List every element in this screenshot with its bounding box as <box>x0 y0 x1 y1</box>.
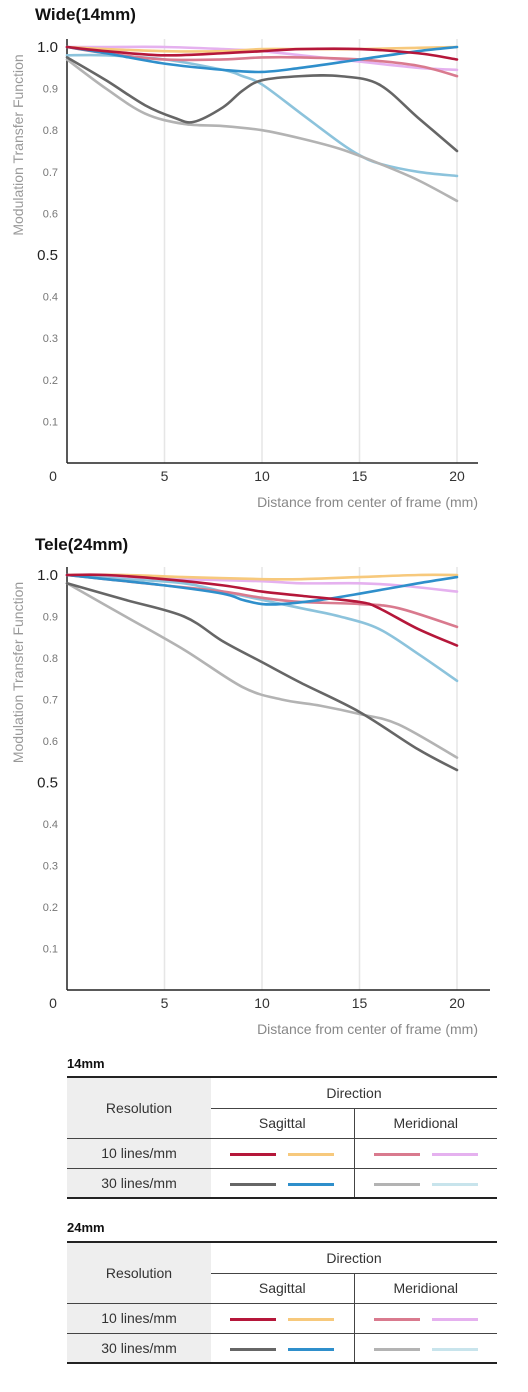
series-line-mer30 <box>65 58 459 203</box>
y-tick-label: 0.3 <box>43 861 58 873</box>
x-tick-label: 5 <box>161 468 169 484</box>
series-line-sag10 <box>65 573 459 647</box>
meridional-swatches-30 <box>353 1332 497 1364</box>
swatch <box>288 1152 335 1156</box>
direction-header: Direction <box>211 1076 497 1108</box>
direction-header: Direction <box>211 1241 497 1273</box>
x-tick-label: 15 <box>352 468 368 484</box>
y-axis-label: Modulation Transfer Function <box>10 582 26 763</box>
meridional-swatches-10 <box>353 1137 497 1168</box>
sagittal-swatches-30 <box>211 1167 354 1199</box>
y-tick-label: 0.2 <box>43 375 58 387</box>
swatch <box>230 1152 277 1156</box>
meridional-swatches-10 <box>353 1302 497 1333</box>
grid <box>163 39 458 463</box>
y-tick-label: 1.0 <box>37 567 58 584</box>
swatch <box>288 1347 335 1351</box>
y-tick-label: 1.0 <box>37 39 58 56</box>
y-tick-label: 0.6 <box>43 208 58 220</box>
swatch <box>373 1182 420 1186</box>
series-line-mer30 <box>65 582 459 759</box>
chart-title: Wide(14mm) <box>35 5 136 24</box>
x-tick-label: 20 <box>449 468 465 484</box>
row-label-30: 30 lines/mm <box>67 1332 211 1364</box>
series-line-sag30 <box>65 582 459 772</box>
y-tick-label: 0.7 <box>43 695 58 707</box>
x-tick-label: 0 <box>49 468 57 484</box>
series-line-sag30b <box>65 45 459 74</box>
row-label-10: 10 lines/mm <box>67 1302 211 1333</box>
y-tick-label: 0.3 <box>43 333 58 345</box>
x-tick-label: 15 <box>352 995 368 1011</box>
meridional-swatches-30 <box>353 1167 497 1199</box>
sagittal-swatches-10 <box>211 1137 354 1168</box>
chart-wide-14mm: Wide(14mm) 1.0 0.9 0.8 0.7 0.6 0.5 0.4 0.3 0.2 0.… <box>0 0 528 520</box>
series-line-sag10b <box>65 45 459 53</box>
swatch <box>373 1317 420 1321</box>
legend-title: 24mm <box>67 1220 105 1235</box>
sagittal-header: Sagittal <box>211 1272 354 1303</box>
y-tick-label: 0.9 <box>43 612 58 624</box>
swatch <box>431 1152 478 1156</box>
legend-table: Resolution Direction Sagittal Meridional… <box>67 1241 497 1364</box>
series-line-sag30b <box>65 573 459 606</box>
y-tick-label: 0.4 <box>43 819 58 831</box>
x-tick-label: 10 <box>254 468 270 484</box>
swatch <box>230 1182 277 1186</box>
y-tick-label: 0.9 <box>43 84 58 96</box>
mtf-chart-wide: 1.0 0.9 0.8 0.7 0.6 0.5 0.4 0.3 0.2 0.1 0 5 10 15 20 Di… <box>10 39 478 510</box>
swatch <box>373 1152 420 1156</box>
series-line-sag10 <box>65 45 459 61</box>
y-tick-label: 0.6 <box>43 736 58 748</box>
legend-table: Resolution Direction Sagittal Meridional… <box>67 1076 497 1199</box>
row-label-10: 10 lines/mm <box>67 1137 211 1168</box>
y-tick-label: 0.8 <box>43 653 58 665</box>
y-tick-label: 0.5 <box>37 247 58 264</box>
y-tick-label: 0.1 <box>43 416 58 428</box>
resolution-header: Resolution <box>67 1241 211 1303</box>
swatch <box>230 1317 277 1321</box>
y-tick-label: 0.5 <box>37 775 58 792</box>
series-line-sag30 <box>65 56 459 153</box>
x-tick-label: 0 <box>49 995 57 1011</box>
resolution-header: Resolution <box>67 1076 211 1138</box>
swatch <box>230 1347 277 1351</box>
legend-14mm: 14mm Resolution Direction Sagittal Merid… <box>67 1056 497 1216</box>
swatch <box>373 1347 420 1351</box>
row-label-30: 30 lines/mm <box>67 1167 211 1199</box>
y-tick-label: 0.8 <box>43 125 58 137</box>
sagittal-header: Sagittal <box>211 1107 354 1138</box>
x-tick-label: 10 <box>254 995 270 1011</box>
x-tick-label: 20 <box>449 995 465 1011</box>
y-tick-label: 0.2 <box>43 902 58 914</box>
chart-title: Tele(24mm) <box>35 535 129 554</box>
series-line-sag10b <box>65 573 459 581</box>
swatch <box>431 1347 478 1351</box>
sagittal-swatches-10 <box>211 1302 354 1333</box>
y-tick-label: 0.4 <box>43 292 58 304</box>
y-axis-label: Modulation Transfer Function <box>10 54 26 235</box>
mtf-chart-tele: 1.0 0.9 0.8 0.7 0.6 0.5 0.4 0.3 0.2 0.1 0 5 10 15 20 Di… <box>10 567 490 1037</box>
swatch <box>431 1182 478 1186</box>
x-axis-label: Distance from center of frame (mm) <box>257 494 478 510</box>
chart-tele-24mm: Tele(24mm) 1.0 0.9 0.8 0.7 0.6 0.5 0.4 0.3 0.2 0.… <box>0 527 528 1047</box>
y-tick-label: 0.7 <box>43 167 58 179</box>
meridional-header: Meridional <box>353 1107 497 1138</box>
x-tick-label: 5 <box>161 995 169 1011</box>
swatch <box>288 1317 335 1321</box>
swatch <box>431 1317 478 1321</box>
x-axis-label: Distance from center of frame (mm) <box>257 1021 478 1037</box>
swatch <box>288 1182 335 1186</box>
y-tick-label: 0.1 <box>43 944 58 956</box>
legend-24mm: 24mm Resolution Direction Sagittal Merid… <box>67 1220 497 1380</box>
sagittal-swatches-30 <box>211 1332 354 1364</box>
meridional-header: Meridional <box>353 1272 497 1303</box>
legend-title: 14mm <box>67 1056 105 1071</box>
